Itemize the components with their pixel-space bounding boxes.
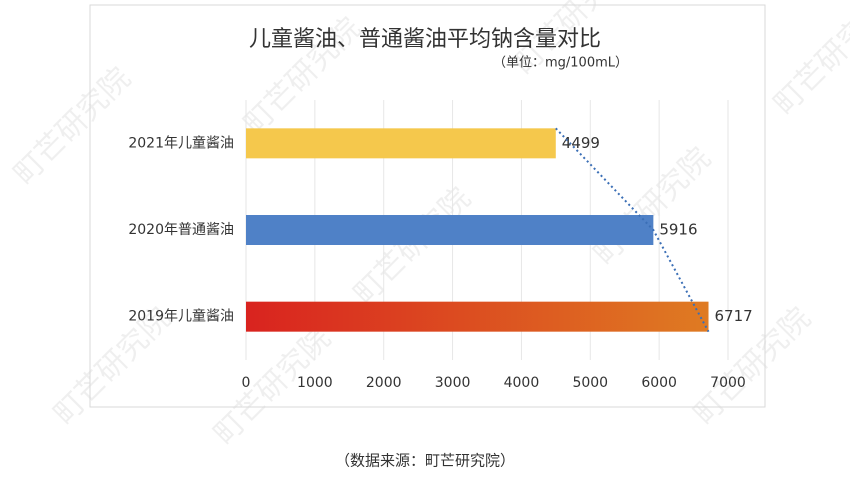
- chart-title: 儿童酱油、普通酱油平均钠含量对比: [249, 27, 601, 52]
- watermark: 町芒研究院: [587, 141, 718, 272]
- x-tick-label: 7000: [710, 375, 746, 391]
- x-tick-label: 6000: [641, 375, 677, 391]
- watermark: 町芒研究院: [347, 181, 478, 312]
- trend-line: [555, 127, 710, 333]
- source-note: （数据来源：町芒研究院）: [335, 452, 515, 470]
- chart-subtitle: （单位：mg/100mL）: [493, 56, 628, 71]
- y-tick-label: 2021年儿童酱油: [128, 134, 234, 151]
- x-tick-label: 3000: [435, 375, 471, 391]
- x-tick-label: 0: [242, 375, 251, 391]
- x-tick-label: 1000: [297, 375, 333, 391]
- x-tick-label: 2000: [366, 375, 402, 391]
- watermark: 町芒研究院: [767, 0, 850, 122]
- watermark: 町芒研究院: [7, 61, 138, 192]
- bar: [246, 215, 654, 245]
- bar: [246, 301, 709, 332]
- x-tick-label: 5000: [572, 375, 608, 391]
- data-label: 5916: [659, 221, 697, 239]
- data-label: 4499: [562, 134, 600, 152]
- data-label: 6717: [715, 307, 753, 325]
- y-tick-label: 2019年儿童酱油: [128, 308, 234, 325]
- x-tick-label: 4000: [504, 375, 540, 391]
- bar: [246, 128, 556, 159]
- chart-frame: [89, 4, 766, 408]
- y-tick-label: 2020年普通酱油: [128, 222, 234, 238]
